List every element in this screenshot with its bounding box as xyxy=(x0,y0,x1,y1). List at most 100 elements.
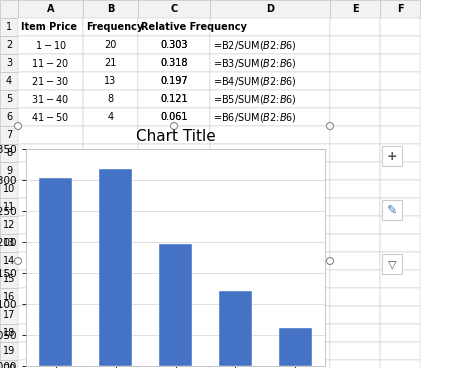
Bar xyxy=(138,72,210,90)
Text: 15: 15 xyxy=(3,274,15,284)
Text: 4: 4 xyxy=(108,112,114,122)
Bar xyxy=(83,144,138,162)
Bar xyxy=(138,324,210,342)
Bar xyxy=(18,342,83,360)
Text: Frequency: Frequency xyxy=(86,22,143,32)
Bar xyxy=(83,252,138,270)
Bar xyxy=(138,252,210,270)
Bar xyxy=(330,0,380,18)
Circle shape xyxy=(327,258,334,265)
Text: 13: 13 xyxy=(104,76,117,86)
Bar xyxy=(18,18,83,36)
Text: $31 - $40: $31 - $40 xyxy=(31,93,70,105)
Text: 16: 16 xyxy=(3,292,15,302)
Bar xyxy=(380,126,420,144)
Bar xyxy=(210,108,330,126)
Bar xyxy=(83,36,138,54)
Bar xyxy=(210,72,330,90)
Bar xyxy=(380,0,420,18)
Bar xyxy=(210,18,330,36)
Text: B: B xyxy=(107,4,114,14)
Bar xyxy=(26,149,325,366)
Bar xyxy=(0,306,18,324)
Bar xyxy=(330,306,380,324)
Bar xyxy=(380,342,420,360)
Bar xyxy=(330,54,380,72)
Bar xyxy=(330,180,380,198)
Bar xyxy=(138,306,210,324)
Text: 3: 3 xyxy=(6,58,12,68)
Bar xyxy=(159,244,192,366)
Bar xyxy=(330,216,380,234)
Bar xyxy=(0,126,18,144)
Bar xyxy=(18,144,83,162)
Text: 20: 20 xyxy=(3,364,15,368)
Bar xyxy=(380,18,420,36)
Bar xyxy=(210,252,330,270)
Text: 9: 9 xyxy=(6,166,12,176)
Bar xyxy=(138,108,210,126)
Bar xyxy=(83,90,138,108)
Bar xyxy=(138,36,210,126)
Bar xyxy=(18,72,83,90)
Text: 0.318: 0.318 xyxy=(160,58,188,68)
Bar xyxy=(138,216,210,234)
Bar xyxy=(0,360,18,368)
Bar xyxy=(210,234,330,252)
Bar xyxy=(380,270,420,288)
Bar xyxy=(18,252,83,270)
Bar xyxy=(380,180,420,198)
Bar xyxy=(330,144,380,162)
Bar xyxy=(18,180,83,198)
Bar xyxy=(0,234,18,252)
Bar xyxy=(210,0,330,18)
Text: Relative Frequency: Relative Frequency xyxy=(141,22,247,32)
Text: A: A xyxy=(47,4,54,14)
Text: 11: 11 xyxy=(3,202,15,212)
Text: 8: 8 xyxy=(6,148,12,158)
Bar xyxy=(330,198,380,216)
Text: 19: 19 xyxy=(3,346,15,356)
Bar xyxy=(0,90,18,108)
Bar xyxy=(138,36,210,54)
Bar xyxy=(210,54,330,72)
Bar xyxy=(210,306,330,324)
Text: 0.061: 0.061 xyxy=(160,112,188,122)
Bar xyxy=(210,360,330,368)
Text: =B5/SUM($B$2:$B$6): =B5/SUM($B$2:$B$6) xyxy=(213,92,297,106)
Bar xyxy=(83,180,138,198)
Bar xyxy=(18,270,83,288)
Text: E: E xyxy=(352,4,358,14)
Text: 2: 2 xyxy=(6,40,12,50)
Bar xyxy=(0,0,18,18)
Bar xyxy=(83,288,138,306)
Bar xyxy=(210,180,330,198)
Text: ✎: ✎ xyxy=(387,204,397,216)
Bar xyxy=(380,306,420,324)
Bar xyxy=(83,198,138,216)
Circle shape xyxy=(327,123,334,130)
Bar xyxy=(0,36,18,54)
Bar xyxy=(330,270,380,288)
Bar xyxy=(330,126,380,144)
Title: Chart Title: Chart Title xyxy=(136,129,215,144)
Bar xyxy=(18,234,83,252)
Bar xyxy=(210,90,330,108)
Bar xyxy=(0,72,18,90)
Text: $41 - $50: $41 - $50 xyxy=(31,111,70,123)
Text: 0.303: 0.303 xyxy=(160,40,188,50)
Bar xyxy=(0,54,18,72)
Text: 21: 21 xyxy=(104,58,117,68)
Bar xyxy=(18,126,83,144)
Bar xyxy=(138,90,210,108)
Bar xyxy=(0,144,18,162)
Text: 20: 20 xyxy=(104,40,117,50)
Bar xyxy=(99,169,132,366)
Bar xyxy=(380,36,420,54)
Bar xyxy=(279,328,311,366)
Bar xyxy=(210,270,330,288)
Bar xyxy=(0,162,18,180)
Bar xyxy=(138,0,210,18)
Bar xyxy=(18,324,83,342)
Bar xyxy=(18,198,83,216)
